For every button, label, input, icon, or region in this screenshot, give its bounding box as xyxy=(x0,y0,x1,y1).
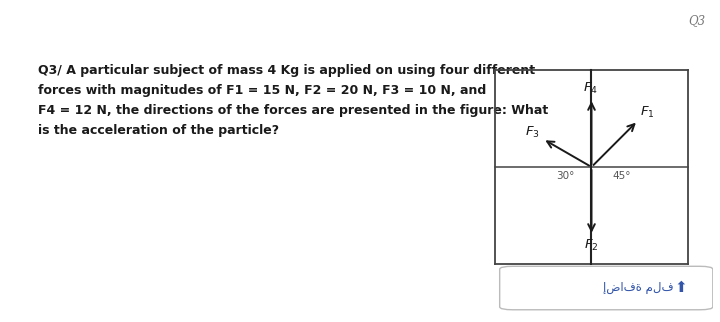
Text: ⬆: ⬆ xyxy=(675,280,687,295)
Text: $F_3$: $F_3$ xyxy=(525,125,539,140)
Text: $F_2$: $F_2$ xyxy=(584,238,599,253)
Text: F4 = 12 N, the directions of the forces are presented in the figure: What: F4 = 12 N, the directions of the forces … xyxy=(38,104,548,117)
Text: is the acceleration of the particle?: is the acceleration of the particle? xyxy=(38,124,279,137)
Text: 45°: 45° xyxy=(612,171,631,181)
Text: إضافة ملف: إضافة ملف xyxy=(603,281,673,294)
Text: forces with magnitudes of F1 = 15 N, F2 = 20 N, F3 = 10 N, and: forces with magnitudes of F1 = 15 N, F2 … xyxy=(38,84,486,97)
Text: $F_1$: $F_1$ xyxy=(640,105,654,120)
Text: Q3/ A particular subject of mass 4 Kg is applied on using four different: Q3/ A particular subject of mass 4 Kg is… xyxy=(38,64,535,77)
Text: 30°: 30° xyxy=(556,171,575,181)
Text: Q3: Q3 xyxy=(688,14,705,27)
Text: $F_4$: $F_4$ xyxy=(582,81,598,96)
FancyBboxPatch shape xyxy=(500,266,713,310)
